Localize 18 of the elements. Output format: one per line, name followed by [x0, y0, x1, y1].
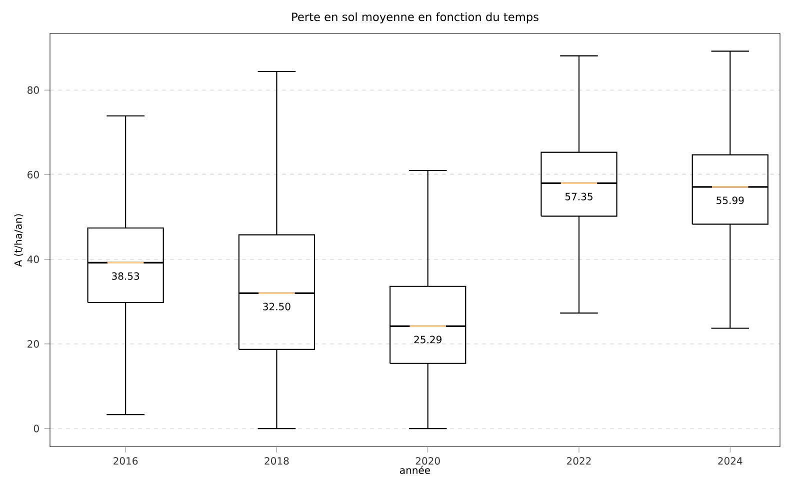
x-tick-label: 2020 [416, 457, 440, 465]
y-tick-label: 20 [28, 340, 39, 348]
text: 57.35 [565, 192, 592, 200]
text: 32.50 [263, 302, 290, 310]
y-tick-label: 0 [34, 424, 39, 432]
x-axis-title: année [400, 466, 430, 474]
text: 38.53 [112, 272, 140, 280]
y-axis-title: A (t/ha/an) [14, 214, 24, 267]
x-tick-label: 2022 [567, 457, 591, 465]
x-tick-label: 2016 [114, 457, 138, 465]
x-tick-label: 2024 [718, 457, 742, 465]
text: 55.99 [716, 196, 744, 204]
x-tick-label: 2018 [264, 457, 289, 465]
y-tick-label: 60 [28, 170, 39, 178]
y-tick-label: 80 [28, 86, 39, 94]
text: 25.29 [414, 336, 442, 344]
chart-title: Perte en sol moyenne en fonction du temps [292, 12, 538, 24]
y-tick-label: 40 [27, 256, 39, 264]
